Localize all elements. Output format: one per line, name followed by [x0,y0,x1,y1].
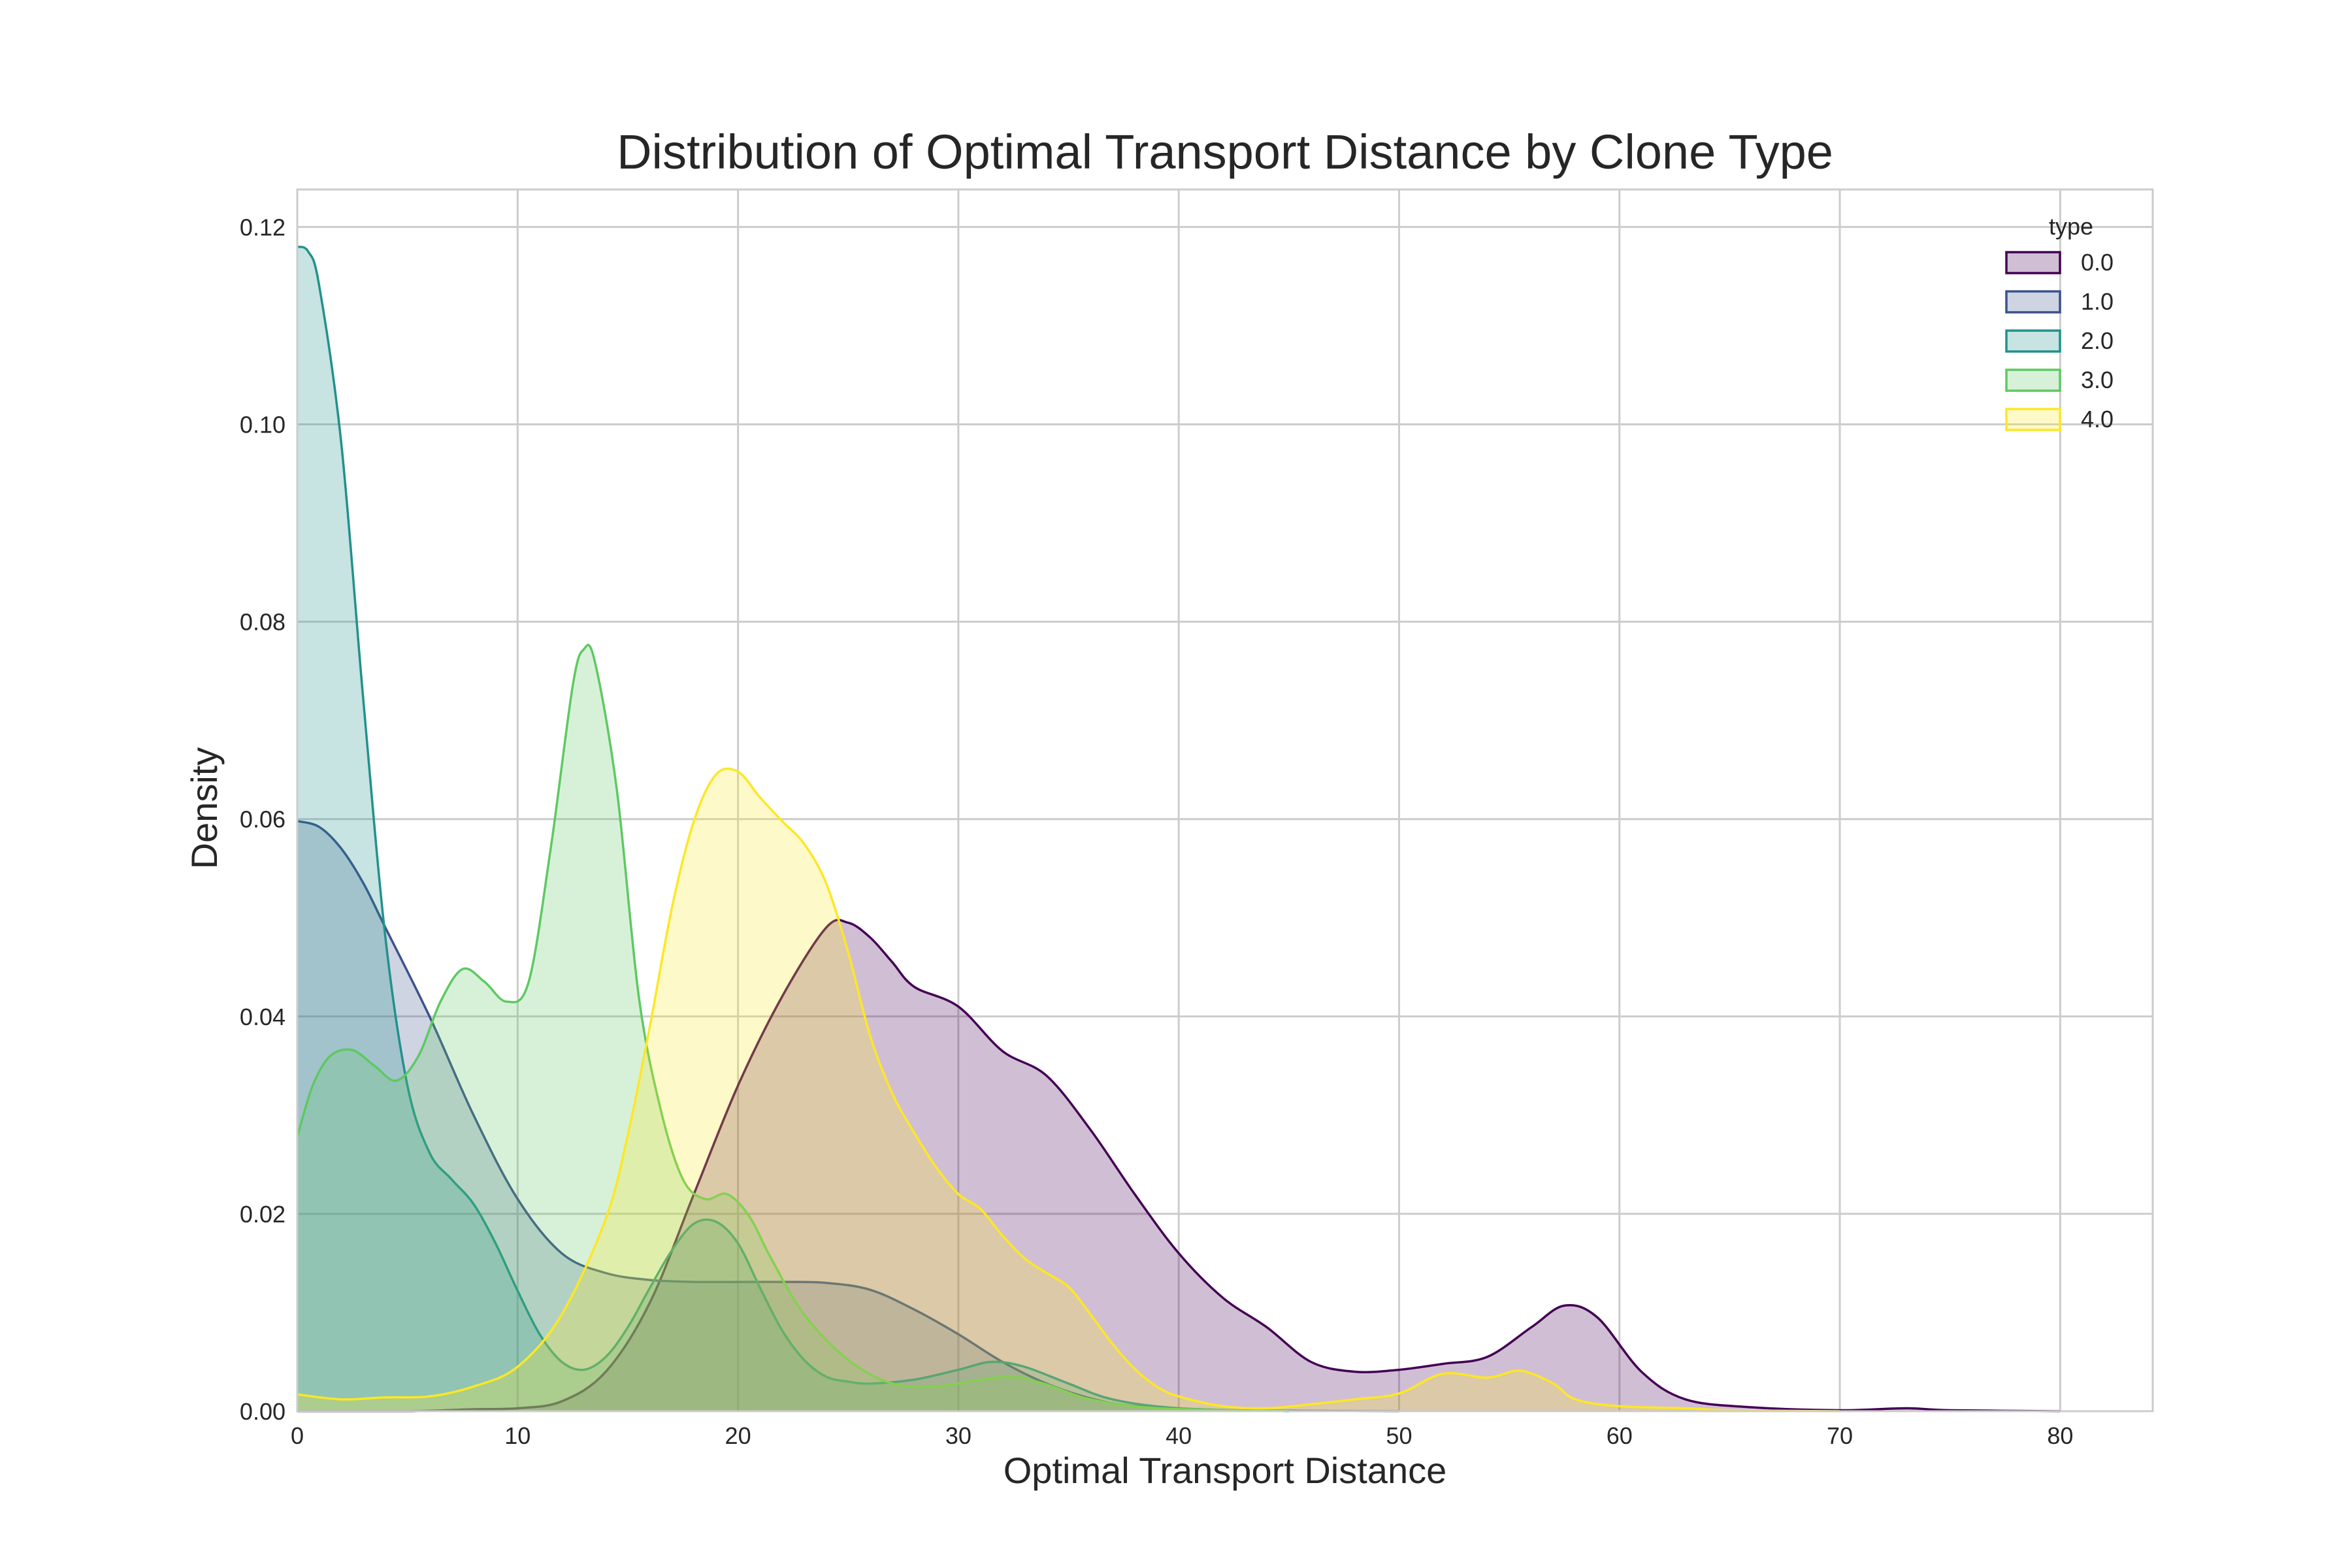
density-series [296,245,2061,1413]
y-tick-label: 0.02 [240,1201,286,1228]
legend-label: 3.0 [2081,367,2114,393]
legend-label: 4.0 [2081,406,2114,433]
legend-swatch [2005,251,2061,274]
density-area-1.0 [297,821,1399,1411]
legend: type 0.0 1.0 2.0 3.0 4.0 [2005,213,2114,433]
x-tick-label: 20 [725,1422,751,1449]
density-line-0.0 [297,919,2061,1413]
legend-swatch [2005,329,2061,353]
density-line-4.0 [297,767,1840,1413]
density-line-2.0 [297,245,1289,1413]
y-tick-label: 0.12 [240,214,286,240]
y-tick-label: 0.06 [240,806,286,833]
x-tick-label: 0 [291,1422,304,1449]
legend-title: type [2049,213,2093,240]
x-tick-label: 50 [1386,1422,1412,1449]
y-tick-label: 0.04 [240,1004,286,1030]
density-area-4.0 [297,768,1840,1411]
legend-swatch [2005,408,2061,431]
plot-frame [296,188,2154,1413]
x-tick-labels: 0 10 20 30 40 50 60 70 80 [291,1422,2073,1449]
x-tick-label: 40 [1166,1422,1192,1449]
y-tick-label: 0.08 [240,609,286,636]
density-area-0.0 [297,920,2061,1411]
x-tick-label: 30 [945,1422,972,1449]
legend-label: 2.0 [2081,327,2114,354]
density-area-3.0 [297,645,1289,1411]
x-tick-label: 80 [2047,1422,2073,1449]
x-tick-label: 10 [504,1422,531,1449]
plot-area [296,188,2154,1413]
legend-swatch [2005,290,2061,314]
legend-label: 0.0 [2081,249,2114,276]
chart-title: Distribution of Optimal Transport Distan… [617,125,1833,179]
y-tick-label: 0.00 [240,1398,286,1425]
y-tick-labels: 0.00 0.02 0.04 0.06 0.08 0.10 0.12 [240,214,286,1425]
y-axis-label: Density [184,747,225,870]
y-tick-label: 0.10 [240,411,286,438]
density-line-3.0 [296,644,1289,1413]
x-tick-label: 60 [1607,1422,1633,1449]
density-area-2.0 [297,246,1289,1412]
legend-label: 1.0 [2081,288,2114,315]
legend-swatch [2005,368,2061,392]
x-tick-label: 70 [1827,1422,1853,1449]
x-axis-label: Optimal Transport Distance [1004,1450,1446,1491]
